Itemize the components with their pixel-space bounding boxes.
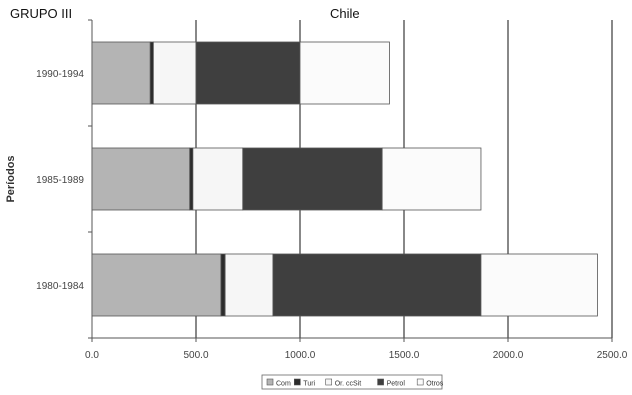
x-tick-label-2: 1000.0 [285,350,316,361]
bar-1985-1989-or-ccsit [192,147,244,211]
legend-label-3: Petrol [387,381,406,388]
bar-1990-1994-or-ccsit [152,41,197,105]
bar-1985-1989-otros [381,147,482,211]
bar-1985-1989-petrol [242,147,383,211]
legend-label-1: Turi [303,381,315,388]
group-label: GRUPO III [10,6,73,21]
bar-1990-1994-otros [299,41,390,105]
bar-1985-1989-com [91,147,191,211]
x-tick-label-0: 0.0 [85,350,99,361]
legend-swatch-3 [377,378,384,386]
legend-label-2: Or. ccSit [335,381,362,388]
x-tick-label-4: 2000.0 [493,350,524,361]
x-tick-label-1: 500.0 [183,350,208,361]
legend-box [261,374,443,390]
bar-1990-1994-com [91,41,151,105]
bar-1985-1989-turi [189,147,194,211]
legend-swatch-0 [266,378,274,386]
x-tick-label-5: 2500.0 [597,350,628,361]
bar-1980-1984-or-ccsit [224,253,274,317]
y-axis-title: Períodos [5,155,17,202]
chart-title: Chile [330,6,360,21]
bar-1980-1984-com [91,253,222,317]
x-tick-label-3: 1500.0 [389,350,420,361]
y-tick-label-2: 1980-1984 [36,281,84,292]
legend-swatch-2 [325,378,333,386]
y-tick-label-0: 1990-1994 [36,69,84,80]
bar-1980-1984-otros [480,253,598,317]
bar-1990-1994-turi [149,41,154,105]
legend-label-0: Com [276,381,291,388]
legend-label-4: Otros [426,381,444,388]
y-tick-label-1: 1985-1989 [36,175,84,186]
bar-1980-1984-turi [220,253,226,317]
legend-swatch-4 [416,378,424,386]
bar-1990-1994-petrol [195,41,301,105]
legend-swatch-1 [293,378,301,386]
bar-1980-1984-petrol [272,253,482,317]
